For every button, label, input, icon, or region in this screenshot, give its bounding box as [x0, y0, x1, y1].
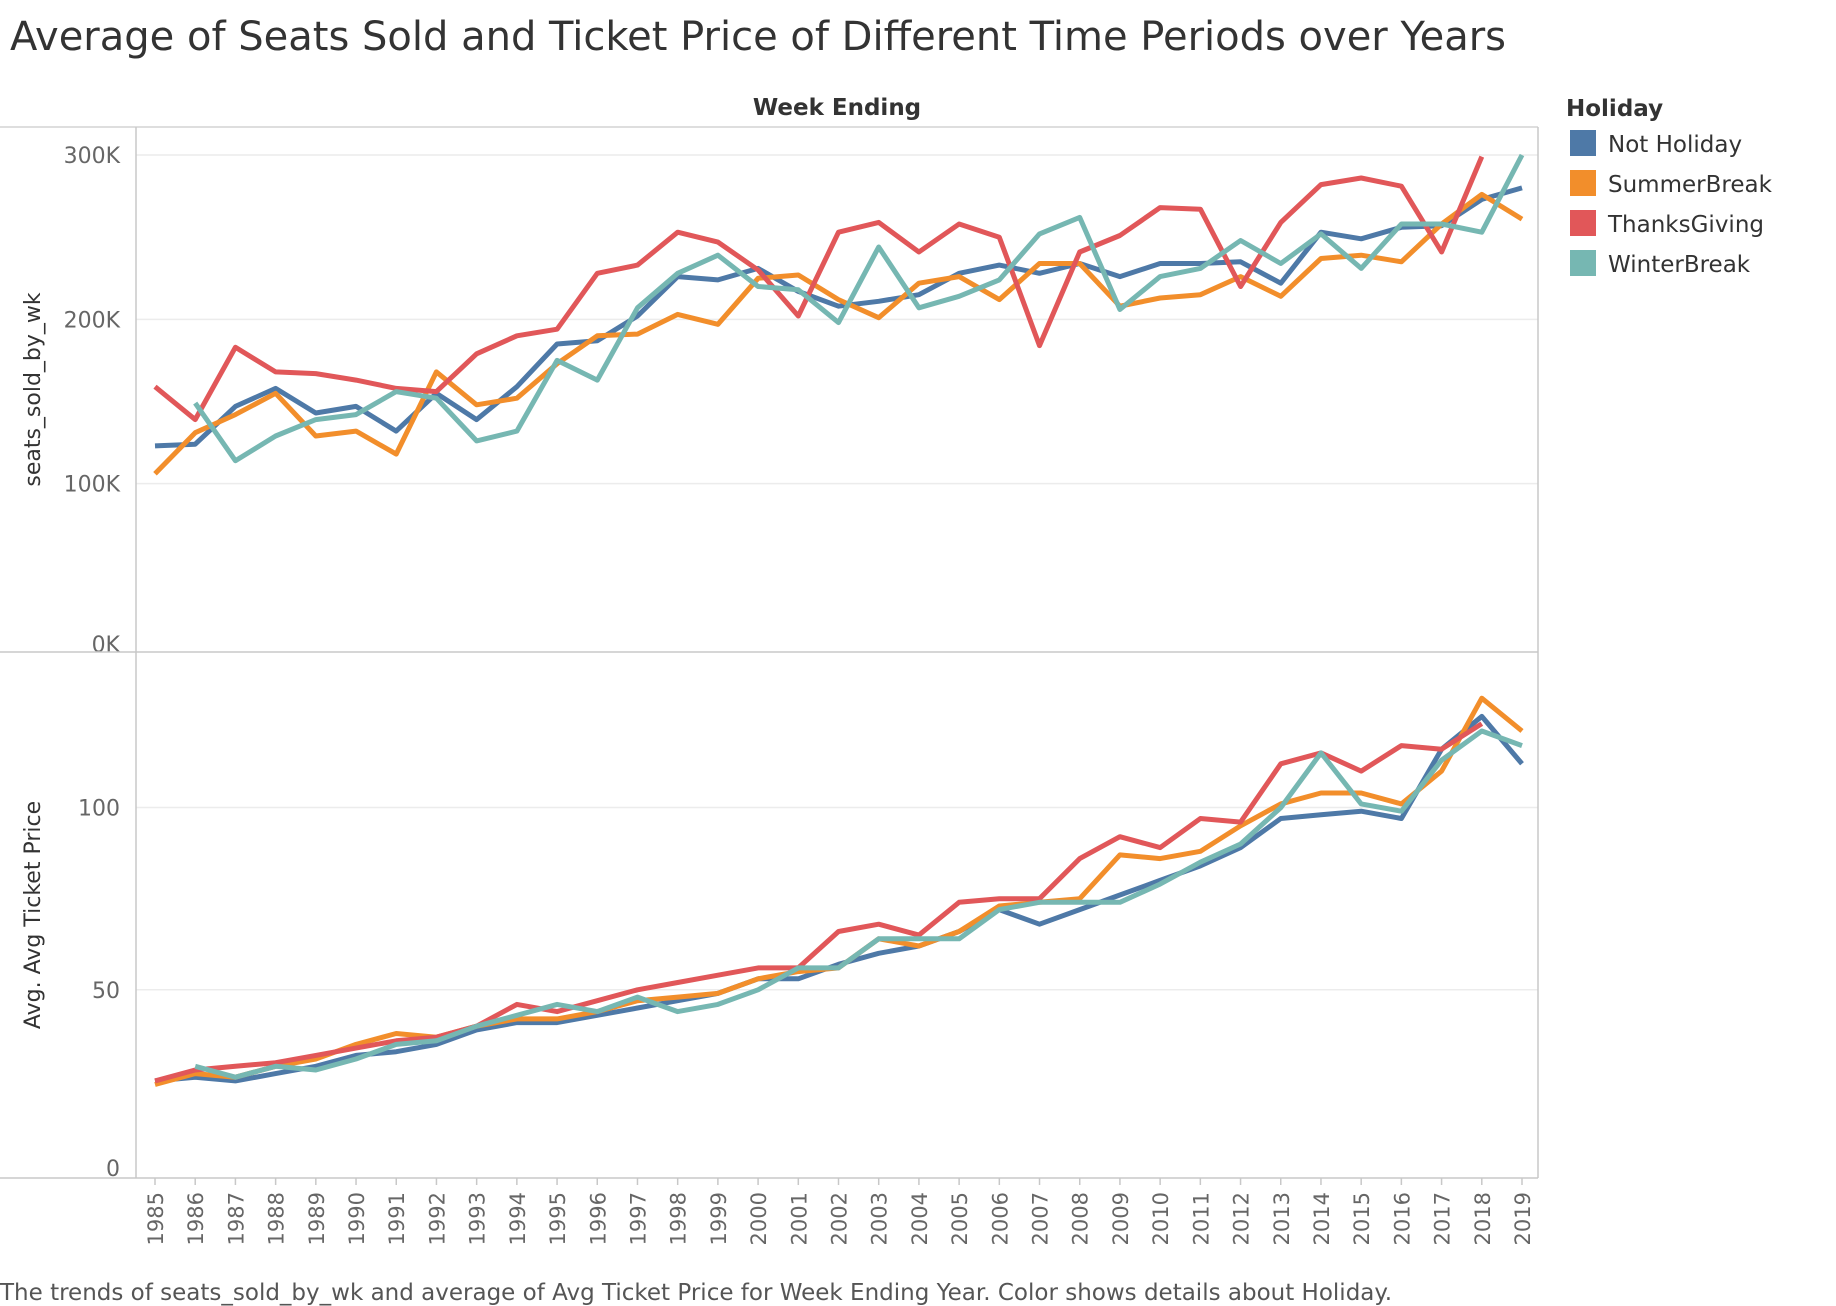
- panel-2: 0 50 100 Avg. Avg Ticket Price: [0, 652, 1539, 1182]
- x-axis: 1985 1986 1987 1988 1989 1990 1991 1992 1993 1994…: [144, 1178, 1535, 1245]
- x-tick-label: 1989: [305, 1192, 329, 1245]
- x-tick-label: 1985: [144, 1192, 168, 1245]
- y-tick-label: 50: [92, 979, 120, 1004]
- legend-label: Not Holiday: [1608, 132, 1742, 158]
- legend-title: Holiday: [1566, 96, 1663, 122]
- legend-swatch: [1570, 170, 1596, 196]
- x-tick-label: 1990: [345, 1192, 369, 1245]
- series-line-not-holiday: [154, 713, 1524, 1084]
- y-tick-label: 0K: [92, 633, 121, 658]
- x-tick-label: 1991: [385, 1192, 409, 1245]
- x-tick-label: 1995: [546, 1192, 570, 1245]
- x-tick-label: 2019: [1511, 1192, 1535, 1245]
- x-tick-label: 2004: [908, 1192, 932, 1245]
- legend-label: WinterBreak: [1608, 252, 1751, 278]
- x-tick-label: 2013: [1270, 1192, 1294, 1245]
- series-line-not-holiday: [154, 185, 1523, 449]
- x-tick-label: 2017: [1431, 1192, 1455, 1245]
- x-tick-label: 1992: [425, 1192, 449, 1245]
- x-tick-label: 1998: [667, 1192, 691, 1245]
- legend-item[interactable]: SummerBreak: [1570, 170, 1773, 198]
- legend: Holiday Not Holiday SummerBreak ThanksGivin…: [1566, 96, 1773, 278]
- chart-title: Average of Seats Sold and Ticket Price o…: [10, 14, 1506, 60]
- x-tick-label: 2012: [1230, 1192, 1254, 1245]
- legend-label: ThanksGiving: [1607, 212, 1764, 238]
- panels-layer: 0K 100K 200K 300K seats_sold_by_wk 0 50 100 Avg.…: [0, 126, 1539, 1182]
- x-tick-label: 2007: [1029, 1192, 1053, 1245]
- x-tick-label: 2006: [988, 1192, 1012, 1245]
- x-tick-label: 2008: [1069, 1192, 1093, 1245]
- legend-swatch: [1570, 210, 1596, 236]
- y-axis-title: seats_sold_by_wk: [21, 292, 46, 487]
- panel-1: 0K 100K 200K 300K seats_sold_by_wk: [0, 127, 1539, 658]
- x-tick-label: 2000: [747, 1192, 771, 1245]
- x-tick-label: 2002: [828, 1192, 852, 1245]
- legend-item[interactable]: Not Holiday: [1570, 130, 1742, 158]
- x-tick-label: 1988: [265, 1192, 289, 1245]
- legend-label: SummerBreak: [1608, 172, 1773, 198]
- y-tick-label: 0: [106, 1157, 120, 1182]
- series-line-winterbreak: [193, 153, 1525, 464]
- y-axis-title: Avg. Avg Ticket Price: [21, 801, 46, 1029]
- legend-item[interactable]: WinterBreak: [1570, 250, 1751, 278]
- legend-swatch: [1570, 250, 1596, 276]
- x-tick-label: 2018: [1471, 1192, 1495, 1245]
- series-line-winterbreak: [194, 728, 1523, 1080]
- legend-item[interactable]: ThanksGiving: [1570, 210, 1764, 238]
- x-tick-label: 2003: [868, 1192, 892, 1245]
- y-tick-label: 200K: [64, 308, 121, 333]
- legend-swatch: [1570, 130, 1596, 156]
- x-tick-label: 2001: [787, 1192, 811, 1245]
- x-tick-label: 2009: [1109, 1192, 1133, 1245]
- y-tick-label: 100K: [64, 473, 121, 498]
- x-tick-label: 1996: [586, 1192, 610, 1245]
- y-tick-label: 100: [78, 797, 120, 822]
- x-tick-label: 1993: [466, 1192, 490, 1245]
- series-line-thanksgiving: [154, 721, 1484, 1084]
- chart-footnote: The trends of seats_sold_by_wk and avera…: [0, 1280, 1393, 1306]
- x-tick-label: 1994: [506, 1192, 530, 1245]
- x-tick-label: 1997: [626, 1192, 650, 1245]
- x-tick-label: 1999: [707, 1192, 731, 1245]
- x-tick-label: 2016: [1390, 1192, 1414, 1245]
- series-line-summerbreak: [153, 191, 1524, 476]
- x-tick-label: 2014: [1310, 1192, 1334, 1245]
- x-tick-label: 2010: [1149, 1192, 1173, 1245]
- y-tick-label: 300K: [64, 144, 121, 169]
- x-tick-label: 1986: [184, 1192, 208, 1245]
- x-tick-label: 2005: [948, 1192, 972, 1245]
- x-tick-label: 2011: [1189, 1192, 1213, 1245]
- column-header: Week Ending: [753, 95, 921, 121]
- x-tick-label: 2015: [1350, 1192, 1374, 1245]
- x-tick-label: 1987: [224, 1192, 248, 1245]
